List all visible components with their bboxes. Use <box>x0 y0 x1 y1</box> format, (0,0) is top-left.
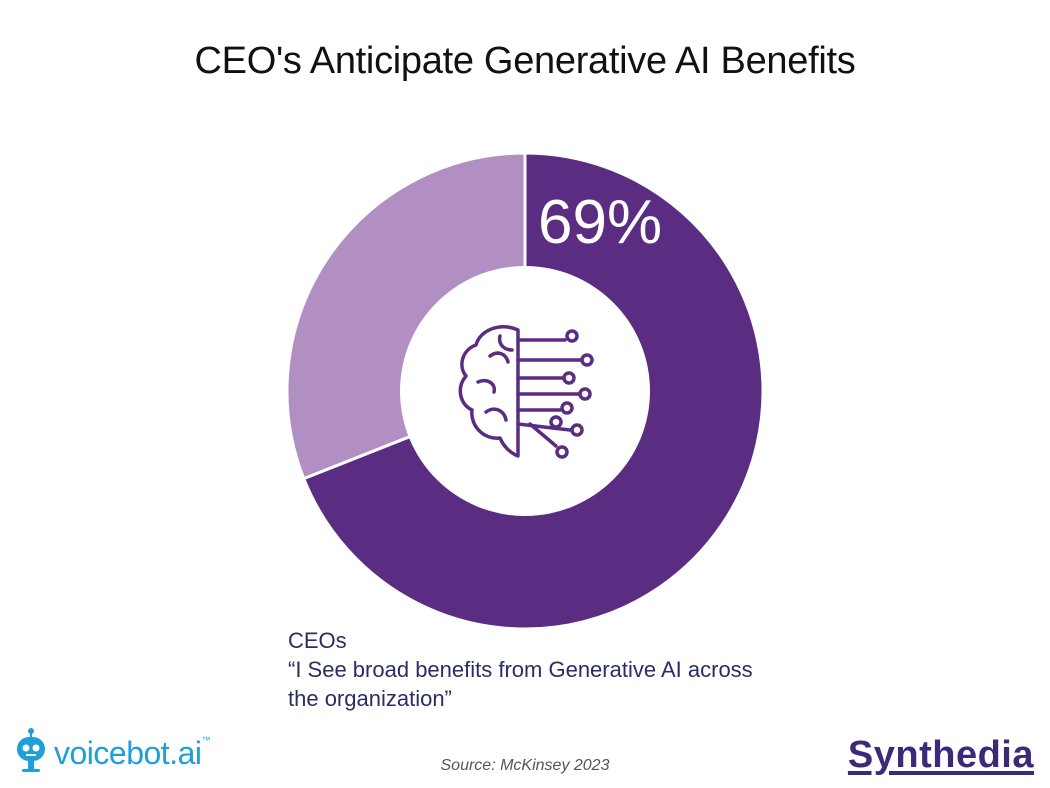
annotation: CEOs “I See broad benefits from Generati… <box>288 626 778 713</box>
robot-mic-icon <box>17 728 45 772</box>
annotation-quote: “I See broad benefits from Generative AI… <box>288 657 753 711</box>
voicebot-logo: voicebot.ai™ <box>14 728 210 778</box>
annotation-group: CEOs <box>288 628 347 653</box>
source-note: Source: McKinsey 2023 <box>440 757 610 774</box>
donut-hole <box>400 266 650 516</box>
chart-title: CEO's Anticipate Generative AI Benefits <box>194 40 856 82</box>
brain-circuit-icon <box>458 325 594 459</box>
data-label-69: 69% <box>538 188 662 257</box>
donut-chart: 69% <box>285 151 765 631</box>
voicebot-wordmark: voicebot.ai™ <box>54 734 210 771</box>
synthedia-logo: Synthedia <box>847 734 1034 776</box>
